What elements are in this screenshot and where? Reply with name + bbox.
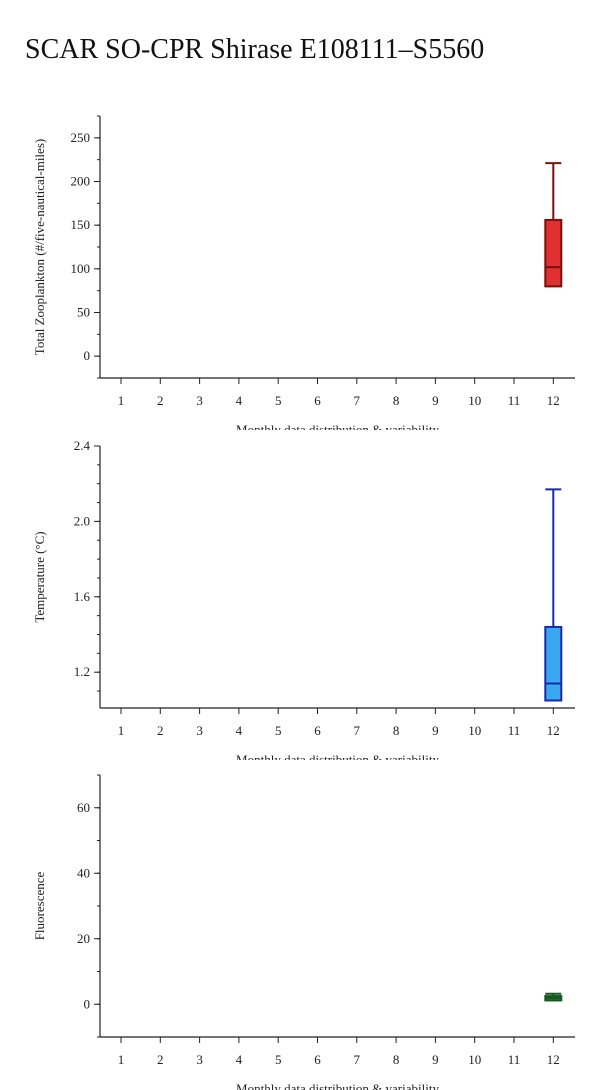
box-iqr [544, 218, 563, 288]
y-tick-label: 0 [84, 348, 91, 363]
x-tick-label: 3 [196, 1052, 203, 1067]
x-tick-label: 3 [196, 393, 203, 408]
y-tick-label: 60 [77, 800, 90, 815]
x-tick-label: 11 [508, 723, 521, 738]
y-tick-label: 150 [71, 217, 91, 232]
x-tick-label: 8 [393, 723, 400, 738]
x-tick-label: 10 [468, 723, 481, 738]
x-tick-label: 10 [468, 393, 481, 408]
x-tick-label: 12 [547, 393, 560, 408]
box-iqr [544, 625, 563, 702]
x-tick-label: 10 [468, 1052, 481, 1067]
x-tick-label: 7 [354, 723, 361, 738]
x-tick-label: 2 [157, 1052, 164, 1067]
x-tick-label: 9 [432, 723, 439, 738]
y-tick-label: 200 [71, 174, 91, 189]
y-tick-label: 250 [71, 130, 91, 145]
x-tick-label: 11 [508, 1052, 521, 1067]
y-tick-label: 2.0 [74, 513, 90, 528]
x-tick-label: 6 [314, 723, 321, 738]
x-tick-label: 4 [236, 393, 243, 408]
y-tick-label: 1.2 [74, 664, 90, 679]
x-tick-label: 9 [432, 1052, 439, 1067]
x-tick-label: 4 [236, 1052, 243, 1067]
box-month-12 [544, 162, 563, 288]
x-tick-label: 11 [508, 393, 521, 408]
y-tick-label: 40 [77, 865, 90, 880]
x-tick-label: 5 [275, 1052, 282, 1067]
x-tick-label: 2 [157, 723, 164, 738]
x-tick-label: 7 [354, 1052, 361, 1067]
y-tick-label: 100 [71, 261, 91, 276]
y-tick-label: 50 [77, 305, 90, 320]
x-tick-label: 4 [236, 723, 243, 738]
y-tick-label: 20 [77, 931, 90, 946]
x-tick-label: 8 [393, 1052, 400, 1067]
box-month-12 [544, 992, 563, 1002]
x-tick-label: 3 [196, 723, 203, 738]
x-tick-label: 1 [118, 393, 125, 408]
x-tick-label: 7 [354, 393, 361, 408]
box-month-12 [544, 488, 563, 702]
x-tick-label: 12 [547, 1052, 560, 1067]
y-axis-label: Fluorescence [32, 871, 47, 940]
x-tick-label: 6 [314, 393, 321, 408]
y-tick-label: 1.6 [74, 589, 91, 604]
x-tick-label: 5 [275, 723, 282, 738]
x-axis-label: Monthly data distribution & variability [236, 422, 439, 437]
x-tick-label: 12 [547, 723, 560, 738]
x-tick-label: 9 [432, 393, 439, 408]
x-tick-label: 2 [157, 393, 164, 408]
y-axis-label: Temperature (°C) [32, 531, 47, 622]
x-tick-label: 8 [393, 393, 400, 408]
y-tick-label: 0 [84, 996, 91, 1011]
x-tick-label: 1 [118, 1052, 125, 1067]
page-title: SCAR SO-CPR Shirase E108111–S5560 [25, 34, 485, 65]
x-tick-label: 1 [118, 723, 125, 738]
x-tick-label: 5 [275, 393, 282, 408]
y-tick-label: 2.4 [74, 438, 91, 453]
x-axis-label: Monthly data distribution & variability [236, 752, 439, 767]
x-axis-label: Monthly data distribution & variability [236, 1081, 439, 1090]
x-tick-label: 6 [314, 1052, 321, 1067]
y-axis-label: Total Zooplankton (#/five-nautical-miles… [32, 139, 47, 355]
